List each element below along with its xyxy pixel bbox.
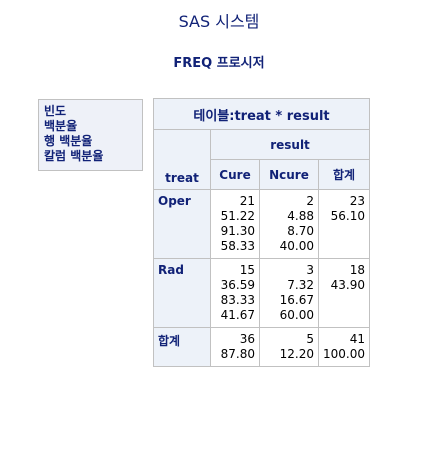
- legend-row-percent: 행 백분율: [44, 134, 93, 148]
- cell-frequency: 5: [306, 332, 314, 346]
- cell-col-percent: 60.00: [279, 308, 314, 322]
- cell-frequency: 23: [349, 194, 365, 208]
- cell-percent: 4.88: [287, 209, 314, 223]
- cell-percent: 7.32: [287, 278, 314, 292]
- col-var-header: result: [210, 129, 370, 160]
- table-caption: 테이블:treat * result: [153, 98, 370, 130]
- cell-col-percent: 41.67: [220, 308, 255, 322]
- col-header-ncure: Ncure: [259, 159, 319, 190]
- cell-percent: 100.00: [323, 347, 365, 361]
- cell-percent: 36.59: [220, 278, 255, 292]
- cell-col-percent: 40.00: [279, 239, 314, 253]
- cell-col-percent: 58.33: [220, 239, 255, 253]
- table-cell: 5 12.20: [259, 327, 319, 367]
- cell-frequency: 2: [306, 194, 314, 208]
- cell-percent: 87.80: [220, 347, 255, 361]
- col-header-total: 합계: [318, 159, 370, 190]
- table-cell: 3 7.32 16.67 60.00: [259, 258, 319, 328]
- table-cell: 36 87.80: [210, 327, 260, 367]
- legend-col-percent: 칼럼 백분율: [44, 149, 104, 163]
- cell-percent: 43.90: [330, 278, 365, 292]
- cell-contents-legend: 빈도 백분율 행 백분율 칼럼 백분율: [38, 99, 143, 171]
- row-var-header: treat: [153, 129, 211, 190]
- cell-frequency: 3: [306, 263, 314, 277]
- row-header-total: 합계: [153, 327, 211, 367]
- cell-frequency: 36: [239, 332, 255, 346]
- table-cell: 41 100.00: [318, 327, 370, 367]
- table-cell: 18 43.90: [318, 258, 370, 328]
- cell-row-percent: 91.30: [220, 224, 255, 238]
- row-header-rad: Rad: [153, 258, 211, 328]
- report-title: SAS 시스템: [178, 12, 260, 31]
- cell-row-percent: 83.33: [220, 293, 255, 307]
- row-header-oper: Oper: [153, 189, 211, 259]
- table-cell: 15 36.59 83.33 41.67: [210, 258, 260, 328]
- cell-percent: 12.20: [279, 347, 314, 361]
- table-row: Rad 15 36.59 83.33 41.67 3 7.32 16.67 60…: [153, 258, 370, 328]
- procedure-title: FREQ 프로시저: [173, 56, 265, 71]
- cell-row-percent: 16.67: [279, 293, 314, 307]
- col-header-cure: Cure: [210, 159, 260, 190]
- crosstab-table: 테이블:treat * result treat result Cure Ncu…: [153, 98, 370, 367]
- table-cell: 2 4.88 8.70 40.00: [259, 189, 319, 259]
- cell-frequency: 41: [349, 332, 365, 346]
- table-row: 합계 36 87.80 5 12.20 41 100.00: [153, 327, 370, 367]
- table-cell: 21 51.22 91.30 58.33: [210, 189, 260, 259]
- legend-percent: 백분율: [44, 119, 78, 133]
- cell-percent: 51.22: [220, 209, 255, 223]
- table-cell: 23 56.10: [318, 189, 370, 259]
- cell-frequency: 18: [349, 263, 365, 277]
- cell-frequency: 21: [239, 194, 255, 208]
- table-row: Oper 21 51.22 91.30 58.33 2 4.88 8.70 40…: [153, 189, 370, 259]
- cell-frequency: 15: [239, 263, 255, 277]
- cell-row-percent: 8.70: [287, 224, 314, 238]
- legend-frequency: 빈도: [44, 104, 67, 118]
- cell-percent: 56.10: [330, 209, 365, 223]
